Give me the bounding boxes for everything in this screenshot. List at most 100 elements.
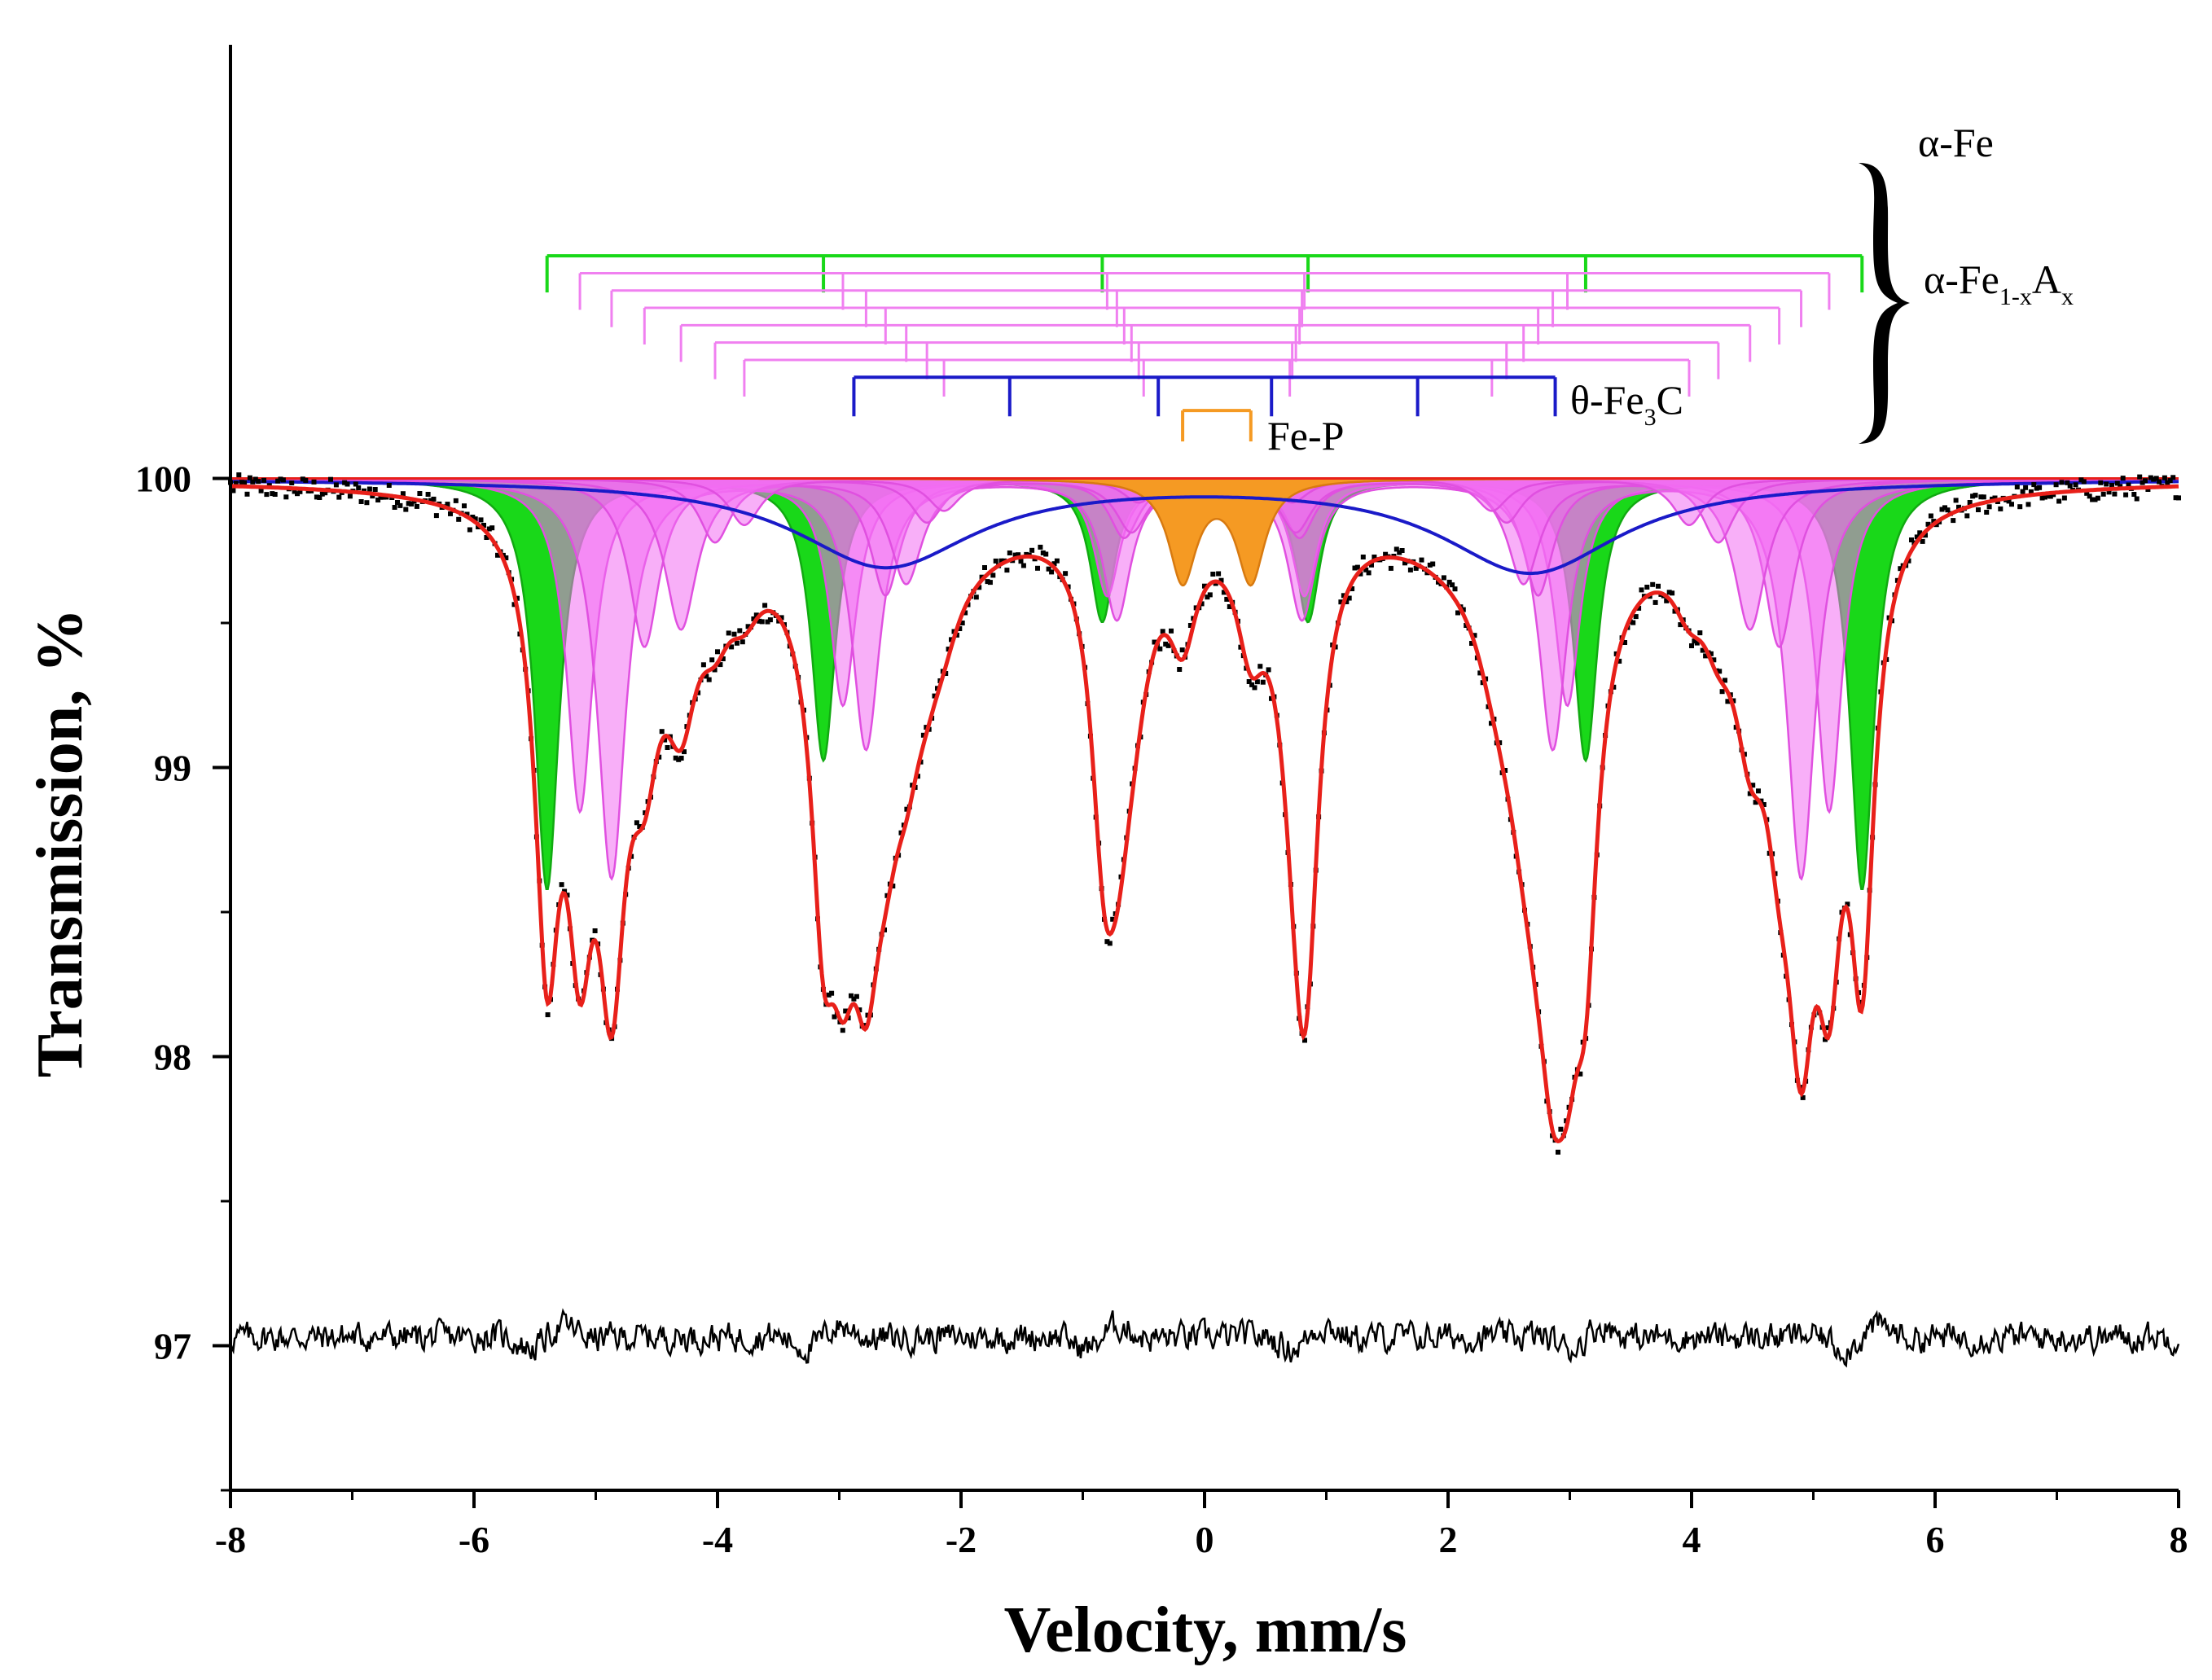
data-point xyxy=(431,496,437,502)
data-point xyxy=(1216,571,1222,577)
data-point xyxy=(1650,581,1656,587)
data-point xyxy=(1199,601,1205,607)
alpha-fe-ax-label-main: α-Fe xyxy=(1924,257,1999,302)
data-point xyxy=(2053,482,2059,488)
data-point xyxy=(2134,496,2140,502)
data-point xyxy=(1489,721,1494,726)
data-point xyxy=(949,637,954,643)
data-point xyxy=(1711,657,1717,663)
data-point xyxy=(1246,679,1252,684)
x-tick-label: -2 xyxy=(946,1519,977,1560)
data-point xyxy=(1205,594,1210,600)
data-point xyxy=(495,552,500,558)
data-point xyxy=(762,603,768,608)
subspectrum-alpha-fe-fill xyxy=(230,478,2179,889)
data-point xyxy=(1372,555,1377,559)
data-point xyxy=(375,498,381,502)
data-point xyxy=(1224,596,1230,602)
data-point xyxy=(1063,571,1069,577)
data-point xyxy=(745,624,751,629)
data-point xyxy=(2047,493,2053,499)
data-point xyxy=(1358,571,1363,577)
data-point xyxy=(2095,495,2100,501)
data-point xyxy=(973,594,979,600)
data-point xyxy=(1917,530,1923,536)
data-point xyxy=(2009,502,2014,507)
group-brace-icon xyxy=(1859,163,1910,444)
data-point xyxy=(244,491,250,497)
data-point xyxy=(230,488,236,493)
data-point xyxy=(1427,562,1433,568)
data-point xyxy=(759,619,765,625)
data-point xyxy=(2112,491,2118,497)
data-point xyxy=(1107,941,1113,946)
data-point xyxy=(239,480,244,485)
data-point xyxy=(1040,550,1046,555)
data-point xyxy=(1672,608,1678,614)
data-point xyxy=(242,480,248,485)
data-point xyxy=(1402,560,1407,566)
data-point xyxy=(1477,670,1483,676)
data-point xyxy=(592,928,598,933)
data-point xyxy=(275,478,281,484)
data-point xyxy=(2090,497,2096,502)
data-point xyxy=(300,476,305,482)
data-point xyxy=(353,481,358,487)
data-point xyxy=(1104,939,1110,945)
data-point xyxy=(380,494,386,500)
y-axis-title: Transmission, % xyxy=(24,608,96,1077)
data-point xyxy=(403,507,409,512)
data-point xyxy=(364,500,370,506)
data-point xyxy=(1179,647,1185,653)
data-point xyxy=(1054,558,1060,564)
data-point xyxy=(1964,513,1970,519)
data-point xyxy=(1369,562,1374,568)
data-point xyxy=(1670,590,1675,596)
data-point xyxy=(1338,599,1344,605)
data-point xyxy=(347,493,353,499)
data-point xyxy=(1004,568,1010,573)
curves-layer xyxy=(228,472,2181,1368)
data-point xyxy=(957,626,963,631)
data-point xyxy=(511,602,517,608)
data-point xyxy=(1723,678,1727,683)
data-point xyxy=(356,485,362,490)
data-point xyxy=(1446,579,1452,585)
data-point xyxy=(1110,916,1116,922)
data-point xyxy=(1898,566,1903,572)
x-tick-label: 4 xyxy=(1683,1519,1701,1560)
data-point xyxy=(2123,492,2129,498)
data-point xyxy=(829,990,835,996)
data-point xyxy=(503,555,509,560)
data-point xyxy=(779,615,784,621)
data-point xyxy=(1029,547,1035,553)
data-point xyxy=(2173,495,2179,501)
data-point xyxy=(1046,566,1051,572)
data-point xyxy=(1397,550,1402,555)
data-point xyxy=(372,487,378,492)
data-point xyxy=(358,499,364,504)
data-point xyxy=(963,610,968,616)
data-point xyxy=(1825,1025,1831,1031)
data-point xyxy=(559,882,564,888)
data-point xyxy=(1163,641,1169,647)
data-point xyxy=(849,993,854,998)
data-point xyxy=(751,616,757,621)
data-point xyxy=(1051,561,1057,567)
data-point xyxy=(1725,699,1731,704)
subspectrum-alpha-fe1-xax-2-fill xyxy=(230,478,2179,879)
data-point xyxy=(342,480,348,485)
subspectrum-theta-fe3c-line xyxy=(230,480,2179,576)
alpha-fe-ax-label-a: A xyxy=(2032,257,2061,302)
data-point xyxy=(1750,783,1756,788)
data-point xyxy=(1978,494,1984,500)
data-point xyxy=(366,486,372,492)
data-point xyxy=(472,516,478,522)
data-point xyxy=(2153,476,2159,481)
data-point xyxy=(467,527,472,533)
data-point xyxy=(706,677,712,682)
data-point xyxy=(448,511,453,516)
data-point xyxy=(662,737,668,743)
data-point xyxy=(464,511,470,517)
data-point xyxy=(406,501,411,507)
